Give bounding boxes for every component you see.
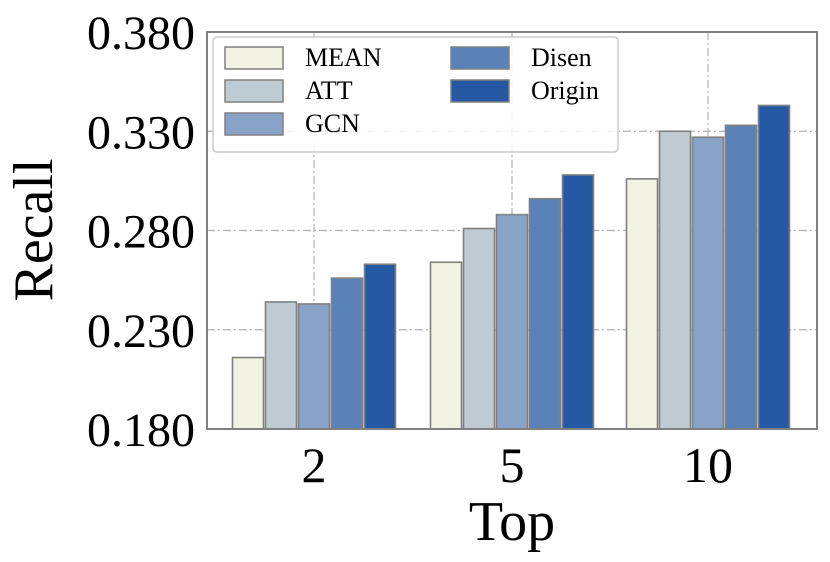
y-tick-label: 0.330 <box>87 106 195 159</box>
legend-label-gcn: GCN <box>305 109 360 138</box>
x-tick-label: 10 <box>683 437 733 493</box>
y-tick-label: 0.180 <box>87 404 195 457</box>
y-tick-label: 0.380 <box>87 7 195 60</box>
bar-disen-5 <box>528 197 562 430</box>
bar-att-2 <box>264 301 298 430</box>
y-tick-label: 0.230 <box>87 305 195 358</box>
legend-swatch-att <box>224 79 284 103</box>
y-axis-title: Recall <box>3 158 65 301</box>
legend-label-att: ATT <box>305 76 353 105</box>
bar-origin-2 <box>363 263 397 430</box>
bar-mean-2 <box>231 356 265 430</box>
bar-mean-5 <box>429 261 463 430</box>
bar-att-10 <box>658 130 692 430</box>
bar-att-5 <box>462 227 496 430</box>
bar-gcn-2 <box>297 303 331 430</box>
legend-swatch-mean <box>224 46 284 70</box>
y-tick-label: 0.280 <box>87 206 195 259</box>
legend-swatch-origin <box>450 79 510 103</box>
legend: MEAN ATT GCN Disen Origin <box>212 36 619 153</box>
legend-label-disen: Disen <box>531 43 592 72</box>
bars <box>231 104 791 430</box>
legend-swatch-disen <box>450 46 510 70</box>
plot-frame <box>206 31 818 430</box>
x-axis-title: Top <box>469 491 555 553</box>
x-tick-labels: 2 5 10 <box>302 437 734 493</box>
bar-mean-10 <box>625 178 659 430</box>
legend-label-mean: MEAN <box>305 43 382 72</box>
legend-label-origin: Origin <box>531 76 599 105</box>
bar-gcn-5 <box>495 213 529 430</box>
bar-origin-10 <box>757 104 791 430</box>
bar-gcn-10 <box>691 136 725 430</box>
bar-disen-10 <box>724 124 758 430</box>
bar-origin-5 <box>561 174 595 430</box>
y-tick-labels: 0.180 0.230 0.280 0.330 0.380 <box>87 7 195 457</box>
legend-box <box>212 36 619 153</box>
bar-disen-2 <box>330 277 364 430</box>
x-tick-label: 5 <box>500 437 525 493</box>
x-tick-label: 2 <box>302 437 327 493</box>
legend-swatch-gcn <box>224 112 284 136</box>
